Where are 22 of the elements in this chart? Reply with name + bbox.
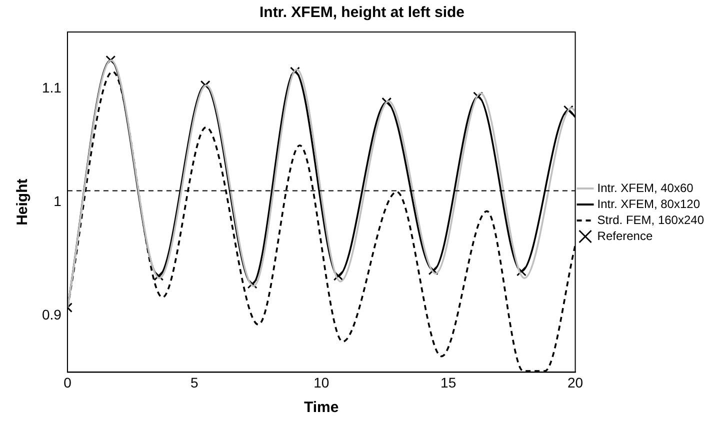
x-tick-label: 0 bbox=[64, 374, 72, 390]
point bbox=[473, 92, 484, 102]
y-tick-label: 1 bbox=[54, 192, 62, 209]
chart-title: Intr. XFEM, height at left side bbox=[259, 4, 465, 22]
point bbox=[428, 265, 438, 276]
y-axis-title: Height bbox=[14, 178, 32, 226]
legend-label: Strd. FEM, 160x240 bbox=[597, 212, 704, 227]
x-axis-title: Time bbox=[304, 399, 339, 416]
legend-label: Intr. XFEM, 80x120 bbox=[597, 196, 700, 211]
y-tick-label: 1.1 bbox=[42, 80, 62, 96]
point bbox=[247, 278, 258, 289]
legend-label: Reference bbox=[597, 228, 653, 243]
x-tick-label: 20 bbox=[567, 374, 584, 390]
x-tick-label: 10 bbox=[314, 374, 330, 390]
legend-label: Intr. XFEM, 40x60 bbox=[597, 180, 694, 195]
point bbox=[516, 266, 526, 276]
x-tick-label: 5 bbox=[190, 374, 199, 390]
point bbox=[333, 270, 344, 281]
y-tick-label: 0.9 bbox=[42, 306, 62, 322]
point bbox=[154, 270, 164, 281]
point bbox=[106, 55, 116, 66]
x-tick-label: 15 bbox=[440, 374, 456, 390]
